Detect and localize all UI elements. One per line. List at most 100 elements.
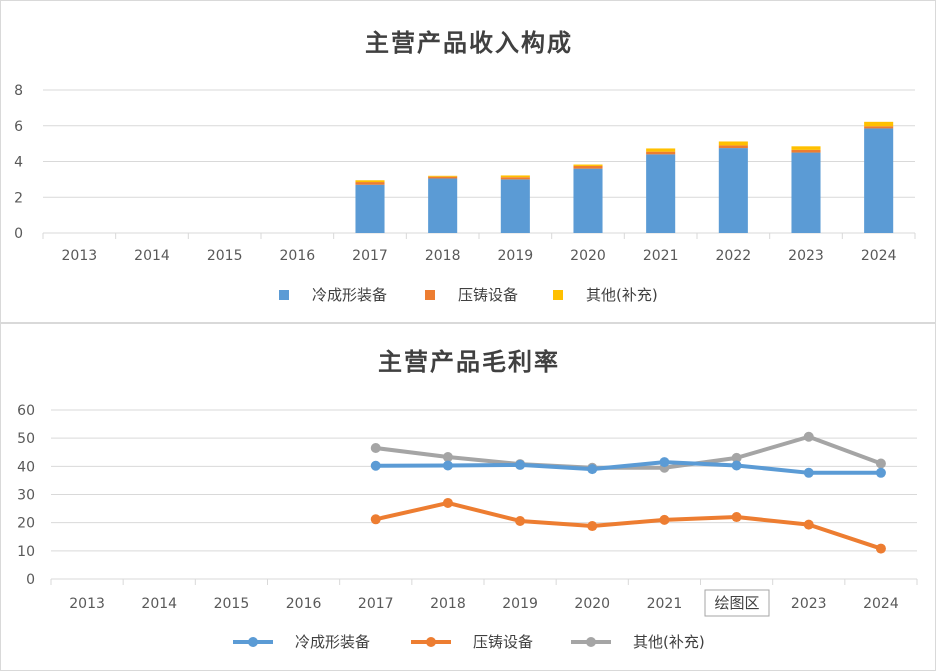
- x-tick-label: 2016: [280, 248, 316, 264]
- bar-segment[interactable]: [864, 126, 894, 129]
- bar-segment[interactable]: [355, 184, 385, 233]
- bar-segment[interactable]: [428, 175, 458, 177]
- bar-segment[interactable]: [718, 141, 748, 146]
- y-tick-label: 10: [17, 544, 35, 560]
- bar-segment[interactable]: [573, 165, 603, 169]
- legend-label: 冷成形装备: [312, 286, 387, 304]
- data-point[interactable]: [442, 452, 453, 463]
- data-point[interactable]: [659, 514, 670, 525]
- data-point[interactable]: [803, 519, 814, 530]
- legend-marker: [426, 637, 436, 647]
- legend-label: 冷成形装备: [295, 633, 370, 651]
- bar-segment[interactable]: [573, 164, 603, 166]
- gross-margin-chart-panel[interactable]: 主营产品毛利率 0 10 20 30 40 50 60 2013 2014 2015 2016 20…: [0, 323, 936, 671]
- legend-label: 其他(补充): [586, 286, 658, 304]
- legend-swatch: [425, 290, 435, 300]
- bar-segment[interactable]: [646, 154, 676, 233]
- y-tick-label: 8: [14, 83, 23, 99]
- data-point[interactable]: [587, 464, 598, 475]
- legend-label: 其他(补充): [633, 633, 705, 651]
- x-tick-label: 2015: [214, 596, 250, 612]
- legend-marker: [586, 637, 596, 647]
- y-tick-label: 0: [14, 226, 23, 242]
- x-tick-label: 2020: [570, 248, 606, 264]
- data-point[interactable]: [442, 460, 453, 471]
- data-point[interactable]: [515, 459, 526, 470]
- y-tick-label: 6: [14, 119, 23, 135]
- legend-swatch: [279, 290, 289, 300]
- data-point[interactable]: [442, 497, 453, 508]
- revenue-composition-chart-panel[interactable]: 主营产品收入构成 0 2 4 6 8 2013 2014 2015 2016 2017 2018 2…: [0, 0, 936, 323]
- bar-segment[interactable]: [500, 175, 530, 178]
- y-tick-label: 0: [26, 572, 35, 588]
- bar-segment[interactable]: [718, 145, 748, 149]
- data-point[interactable]: [731, 452, 742, 463]
- data-point[interactable]: [731, 460, 742, 471]
- y-tick-label: 2: [14, 190, 23, 206]
- x-tick-label: 2019: [502, 596, 538, 612]
- x-tick-label: 2014: [134, 248, 170, 264]
- series-line[interactable]: [373, 460, 883, 475]
- legend-label: 压铸设备: [458, 286, 518, 304]
- x-tick-label: 2024: [861, 248, 897, 264]
- y-tick-label: 30: [17, 488, 35, 504]
- data-point[interactable]: [731, 512, 742, 523]
- data-point[interactable]: [659, 457, 670, 468]
- bar-segment[interactable]: [864, 121, 894, 127]
- y-tick-label: 40: [17, 459, 35, 475]
- tooltip-text: 绘图区: [714, 594, 759, 612]
- x-tick-label: 2023: [788, 248, 824, 264]
- bar-segment[interactable]: [791, 152, 821, 233]
- data-point[interactable]: [803, 467, 814, 478]
- data-point[interactable]: [370, 460, 381, 471]
- data-point[interactable]: [875, 543, 886, 554]
- x-tick-label: 2013: [62, 248, 98, 264]
- bar-segment[interactable]: [500, 177, 530, 180]
- x-tick-label: 2021: [643, 248, 679, 264]
- x-tick-label: 2020: [574, 596, 610, 612]
- x-tick-label: 2017: [352, 248, 388, 264]
- bar-segment[interactable]: [355, 180, 385, 183]
- bar-segment[interactable]: [500, 179, 530, 233]
- x-tick-label: 2013: [69, 596, 105, 612]
- y-tick-label: 4: [14, 155, 23, 171]
- x-tick-label: 2021: [647, 596, 683, 612]
- series-line[interactable]: [373, 500, 883, 551]
- x-tick-label: 2018: [425, 248, 461, 264]
- chart-title: 主营产品毛利率: [378, 347, 560, 376]
- legend-swatch: [553, 290, 563, 300]
- chart-legend[interactable]: 冷成形装备 压铸设备 其他(补充): [233, 633, 705, 651]
- chart-legend[interactable]: 冷成形装备 压铸设备 其他(补充): [279, 286, 658, 304]
- gross-margin-chart[interactable]: 主营产品毛利率 0 10 20 30 40 50 60 2013 2014 2015 2016 20…: [1, 324, 936, 672]
- bar-segment[interactable]: [718, 148, 748, 233]
- legend-label: 压铸设备: [473, 633, 533, 651]
- data-point[interactable]: [803, 431, 814, 442]
- data-point[interactable]: [370, 514, 381, 525]
- tooltip-box: [704, 589, 770, 617]
- data-point[interactable]: [370, 443, 381, 454]
- x-tick-label: 2014: [141, 596, 177, 612]
- bar-segment[interactable]: [791, 149, 821, 153]
- legend-marker: [248, 637, 258, 647]
- bar-segment[interactable]: [864, 128, 894, 233]
- revenue-composition-chart[interactable]: 主营产品收入构成 0 2 4 6 8 2013 2014 2015 2016 2017 2018 2…: [1, 1, 936, 324]
- x-tick-label: 2018: [430, 596, 466, 612]
- data-point[interactable]: [875, 467, 886, 478]
- plot-area-tooltip: 绘图区: [704, 589, 770, 617]
- series-line[interactable]: [373, 434, 883, 470]
- bar-segment[interactable]: [428, 176, 458, 179]
- y-tick-label: 60: [17, 403, 35, 419]
- bar-segment[interactable]: [646, 151, 676, 155]
- data-point[interactable]: [587, 521, 598, 532]
- bar-segment[interactable]: [355, 182, 385, 185]
- data-point[interactable]: [875, 458, 886, 469]
- x-tick-label: 2024: [863, 596, 899, 612]
- data-point[interactable]: [515, 515, 526, 526]
- bar-segment[interactable]: [573, 168, 603, 233]
- x-tick-label: 2019: [498, 248, 534, 264]
- x-tick-label: 2016: [286, 596, 322, 612]
- x-tick-label: 2015: [207, 248, 243, 264]
- bar-segment[interactable]: [428, 178, 458, 233]
- bar-segment[interactable]: [646, 148, 676, 152]
- bar-segment[interactable]: [791, 146, 821, 150]
